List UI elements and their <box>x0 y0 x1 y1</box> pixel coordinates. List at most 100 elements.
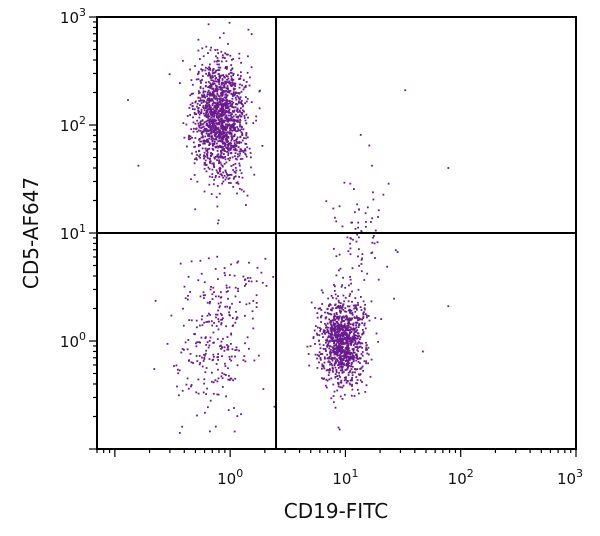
data-point <box>343 320 345 322</box>
data-point <box>195 78 198 81</box>
data-point <box>217 133 220 136</box>
data-point <box>343 336 346 339</box>
data-point <box>220 163 223 166</box>
data-point <box>329 363 331 366</box>
data-point <box>365 314 368 317</box>
data-point <box>220 109 223 112</box>
data-point <box>231 137 234 140</box>
data-point <box>355 315 358 318</box>
data-point <box>335 336 337 338</box>
data-point <box>215 196 218 199</box>
data-point <box>319 347 322 350</box>
data-point <box>331 359 334 362</box>
data-point <box>348 284 350 287</box>
data-point <box>238 162 241 165</box>
data-point <box>363 311 365 314</box>
data-point <box>324 317 327 320</box>
data-point <box>225 374 227 376</box>
data-point <box>340 340 343 343</box>
data-point <box>221 54 224 57</box>
data-point <box>200 336 203 339</box>
data-point <box>209 132 212 135</box>
data-point <box>339 348 341 351</box>
data-point <box>218 137 221 139</box>
data-point <box>344 310 346 313</box>
data-point <box>332 357 335 360</box>
data-point <box>337 342 340 344</box>
data-point <box>205 393 207 395</box>
data-point <box>200 318 203 321</box>
data-point <box>216 142 218 145</box>
data-point <box>216 88 219 90</box>
data-point <box>215 156 217 158</box>
data-point <box>338 349 340 352</box>
data-point <box>199 97 202 100</box>
data-point <box>207 68 210 71</box>
data-point <box>368 144 371 147</box>
data-point <box>204 352 207 355</box>
data-point <box>363 279 366 281</box>
data-point <box>262 388 265 390</box>
data-point <box>356 349 359 351</box>
data-point <box>223 83 226 86</box>
data-point <box>356 379 359 381</box>
data-point <box>334 360 337 362</box>
data-point <box>357 358 359 360</box>
data-point <box>353 329 356 331</box>
data-point <box>204 85 207 88</box>
data-point <box>346 325 349 327</box>
data-point <box>351 383 353 386</box>
data-point <box>221 148 224 151</box>
data-point <box>232 94 234 97</box>
data-point <box>334 318 337 321</box>
tick-label-exponent: 3 <box>79 6 86 19</box>
data-point <box>344 307 347 309</box>
data-point <box>201 324 204 327</box>
tick-label-exponent: 0 <box>236 467 243 480</box>
data-point <box>239 123 241 126</box>
data-point <box>197 378 200 381</box>
data-point <box>245 81 248 83</box>
data-point <box>358 317 361 320</box>
data-point <box>214 157 216 160</box>
data-point <box>321 332 324 335</box>
data-point <box>356 343 358 346</box>
data-point <box>197 92 200 95</box>
data-point <box>218 159 220 162</box>
data-point <box>231 103 233 105</box>
data-point <box>347 352 350 355</box>
data-point <box>214 97 216 100</box>
data-point <box>207 23 210 26</box>
data-point <box>182 59 184 62</box>
data-point <box>227 157 230 160</box>
data-point <box>346 339 349 342</box>
data-point <box>210 320 213 323</box>
data-point <box>189 114 191 116</box>
data-point <box>206 150 209 153</box>
data-point <box>359 342 362 345</box>
data-point <box>187 339 190 341</box>
data-point <box>246 146 249 149</box>
data-point <box>338 315 341 318</box>
data-point <box>219 144 221 147</box>
data-point <box>221 182 224 185</box>
data-point <box>211 69 214 72</box>
data-point <box>198 355 201 357</box>
data-point <box>348 359 351 362</box>
data-point <box>228 286 231 289</box>
data-point <box>345 310 348 313</box>
data-point <box>364 212 367 215</box>
data-point <box>223 96 226 99</box>
data-point <box>226 107 229 109</box>
data-point <box>216 48 219 51</box>
data-point <box>225 286 228 289</box>
data-point <box>227 117 230 120</box>
data-point <box>315 325 317 327</box>
data-point <box>205 170 208 173</box>
data-point <box>199 121 202 124</box>
data-point <box>203 353 205 356</box>
data-point <box>183 348 185 351</box>
data-point <box>238 78 240 80</box>
data-point <box>197 112 200 114</box>
data-point <box>227 152 230 154</box>
